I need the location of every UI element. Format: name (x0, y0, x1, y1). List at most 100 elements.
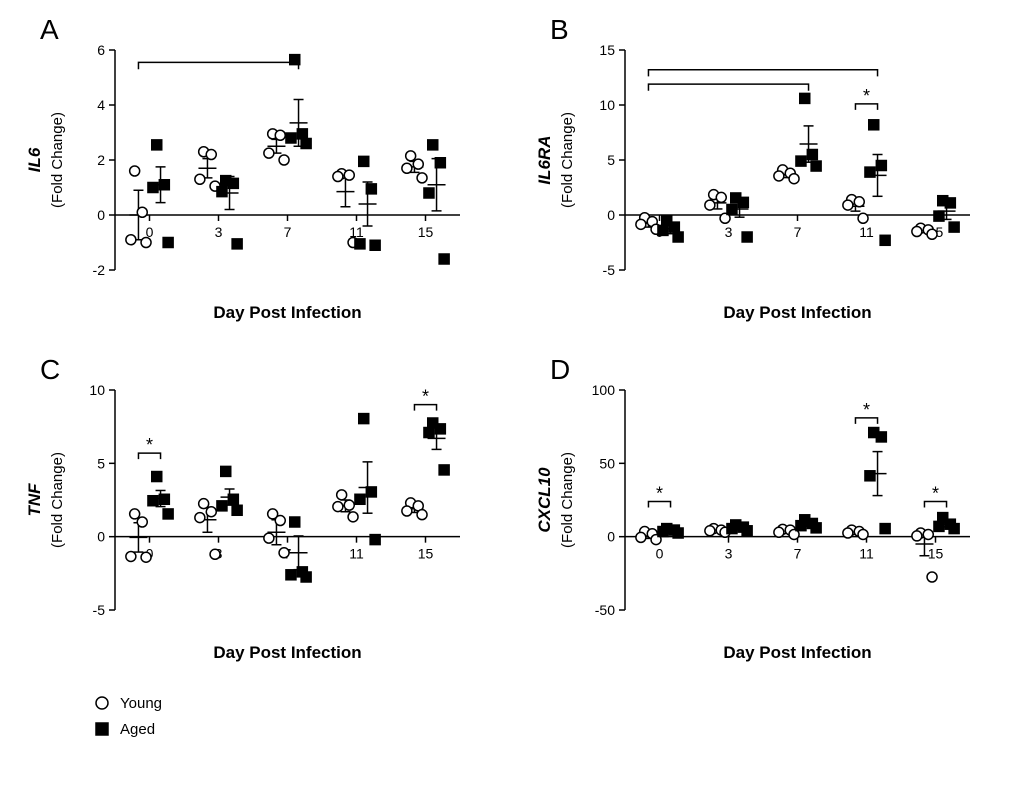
x-axis-title: Day Post Infection (723, 643, 871, 662)
y-axis-gene: IL6 (25, 147, 44, 172)
data-point-aged (355, 239, 365, 249)
data-point-aged (370, 535, 380, 545)
sig-star: * (863, 400, 870, 420)
data-point-young (137, 517, 147, 527)
y-axis-gene: IL6RA (535, 135, 554, 184)
data-point-aged (876, 432, 886, 442)
y-tick-label: -5 (93, 602, 106, 618)
data-point-young (344, 170, 354, 180)
y-tick-label: 2 (97, 152, 105, 168)
data-point-aged (727, 205, 737, 215)
data-point-aged (880, 524, 890, 534)
data-point-aged (428, 140, 438, 150)
y-tick-label: 100 (592, 382, 616, 398)
sig-star: * (146, 435, 153, 455)
data-point-young (275, 516, 285, 526)
data-point-young (705, 526, 715, 536)
data-point-aged (228, 178, 238, 188)
data-point-aged (228, 494, 238, 504)
data-point-young (333, 172, 343, 182)
data-point-young (279, 155, 289, 165)
data-point-young (402, 506, 412, 516)
data-point-aged (290, 517, 300, 527)
sig-star: * (422, 387, 429, 407)
data-point-young (210, 549, 220, 559)
data-point-aged (949, 524, 959, 534)
data-point-aged (359, 156, 369, 166)
y-tick-label: 50 (599, 455, 615, 471)
data-point-young (264, 148, 274, 158)
data-point-aged (811, 161, 821, 171)
data-point-aged (738, 197, 748, 207)
data-point-young (413, 159, 423, 169)
data-point-aged (297, 129, 307, 139)
y-axis-gene: TNF (25, 483, 44, 517)
data-point-aged (727, 524, 737, 534)
data-point-aged (424, 188, 434, 198)
x-tick-label: 11 (349, 546, 364, 562)
x-tick-label: 7 (794, 224, 802, 240)
data-point-young (206, 507, 216, 517)
data-point-young (716, 192, 726, 202)
data-point-aged (669, 222, 679, 232)
data-point-young (774, 171, 784, 181)
x-tick-label: 3 (725, 546, 733, 562)
panel-grid: A-202460371115Day Post InfectionIL6(Fold… (20, 20, 980, 670)
data-point-aged (355, 494, 365, 504)
y-tick-label: 5 (97, 455, 105, 471)
x-tick-label: 15 (418, 224, 434, 240)
x-axis-title: Day Post Infection (213, 303, 361, 322)
sig-bracket (138, 62, 298, 69)
data-point-young (843, 528, 853, 538)
panel-C: C-505100371115Day Post InfectionTNF(Fold… (20, 360, 470, 670)
data-point-young (264, 533, 274, 543)
data-point-aged (880, 235, 890, 245)
sig-star: * (656, 483, 663, 503)
panel-letter: B (550, 14, 569, 46)
data-point-aged (800, 93, 810, 103)
data-point-aged (439, 465, 449, 475)
panel-D-svg: -500501000371115Day Post InfectionCXCL10… (530, 360, 980, 670)
y-tick-label: -2 (93, 262, 106, 278)
panel-A: A-202460371115Day Post InfectionIL6(Fold… (20, 20, 470, 330)
y-tick-label: 0 (97, 207, 105, 223)
data-point-aged (934, 211, 944, 221)
data-point-young (195, 174, 205, 184)
data-point-aged (366, 184, 376, 194)
data-point-young (927, 229, 937, 239)
data-point-young (126, 551, 136, 561)
data-point-young (199, 499, 209, 509)
data-point-young (854, 197, 864, 207)
data-point-aged (286, 133, 296, 143)
data-point-aged (435, 158, 445, 168)
data-point-aged (159, 180, 169, 190)
legend-label: Aged (120, 721, 155, 738)
panel-letter: A (40, 14, 59, 46)
data-point-aged (865, 471, 875, 481)
y-tick-label: 0 (97, 529, 105, 545)
data-point-aged (796, 521, 806, 531)
data-point-aged (945, 198, 955, 208)
data-point-aged (934, 521, 944, 531)
data-point-aged (359, 414, 369, 424)
data-point-young (858, 213, 868, 223)
legend-svg: YoungAged (90, 688, 290, 748)
data-point-aged (159, 494, 169, 504)
data-point-young (843, 200, 853, 210)
panel-A-svg: -202460371115Day Post InfectionIL6(Fold … (20, 20, 470, 330)
x-tick-label: 7 (794, 546, 802, 562)
data-point-aged (949, 222, 959, 232)
data-point-young (130, 166, 140, 176)
data-point-aged (869, 120, 879, 130)
data-point-aged (232, 239, 242, 249)
x-tick-label: 11 (859, 546, 874, 562)
y-axis-sub: (Fold Change) (559, 452, 576, 548)
data-point-young (417, 173, 427, 183)
y-tick-label: -5 (603, 262, 616, 278)
y-tick-label: -50 (595, 602, 615, 618)
x-tick-label: 15 (928, 546, 944, 562)
data-point-aged (301, 139, 311, 149)
panel-letter: D (550, 354, 570, 386)
y-tick-label: 4 (97, 97, 105, 113)
legend-marker-aged (96, 723, 108, 735)
